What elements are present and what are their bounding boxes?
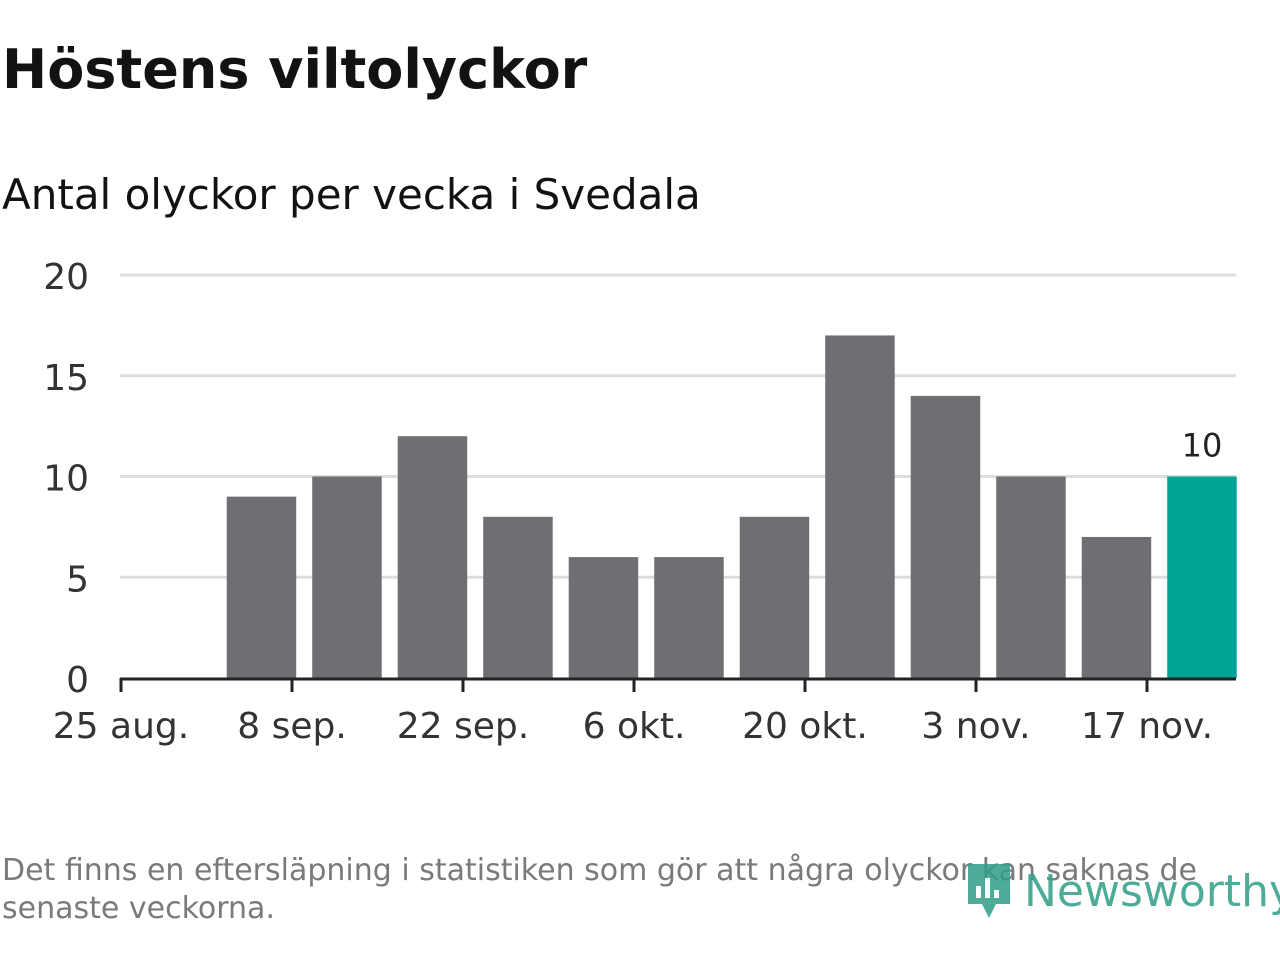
x-tick-label: 20 okt. <box>742 706 868 747</box>
bar <box>483 516 553 678</box>
bar <box>910 395 981 678</box>
y-tick-label: 10 <box>43 459 89 500</box>
bar <box>996 476 1066 678</box>
x-tick-label: 8 sep. <box>237 706 347 747</box>
bar <box>312 476 382 678</box>
newsworthy-logo-text: Newsworthy <box>1024 865 1280 917</box>
bar <box>654 557 724 678</box>
bar <box>397 436 468 678</box>
x-tick-label: 22 sep. <box>397 706 529 747</box>
bar <box>739 516 810 678</box>
x-tick-label: 6 okt. <box>583 706 686 747</box>
y-tick-label: 5 <box>66 559 89 600</box>
bar <box>226 496 297 678</box>
y-tick-label: 0 <box>66 660 89 701</box>
bar <box>825 335 895 678</box>
x-tick-label: 17 nov. <box>1081 706 1213 747</box>
chart-title: Höstens viltolyckor <box>2 38 588 101</box>
x-tick-label: 3 nov. <box>921 706 1030 747</box>
bar-chart: 0 5 10 15 20 10 25 aug. 8 sep. 22 sep. 6 okt. 20 o… <box>43 257 1237 747</box>
value-label: 10 <box>1182 427 1223 465</box>
bar <box>568 557 639 678</box>
chart-subtitle: Antal olyckor per vecka i Svedala <box>2 170 701 219</box>
newsworthy-logo: Newsworthy <box>964 860 1280 922</box>
y-tick-label: 20 <box>43 257 89 298</box>
bar <box>1081 536 1152 678</box>
y-tick-label: 15 <box>43 358 89 399</box>
bar <box>1167 476 1237 678</box>
x-tick-label: 25 aug. <box>53 706 189 747</box>
newsworthy-logo-icon <box>968 864 1010 918</box>
